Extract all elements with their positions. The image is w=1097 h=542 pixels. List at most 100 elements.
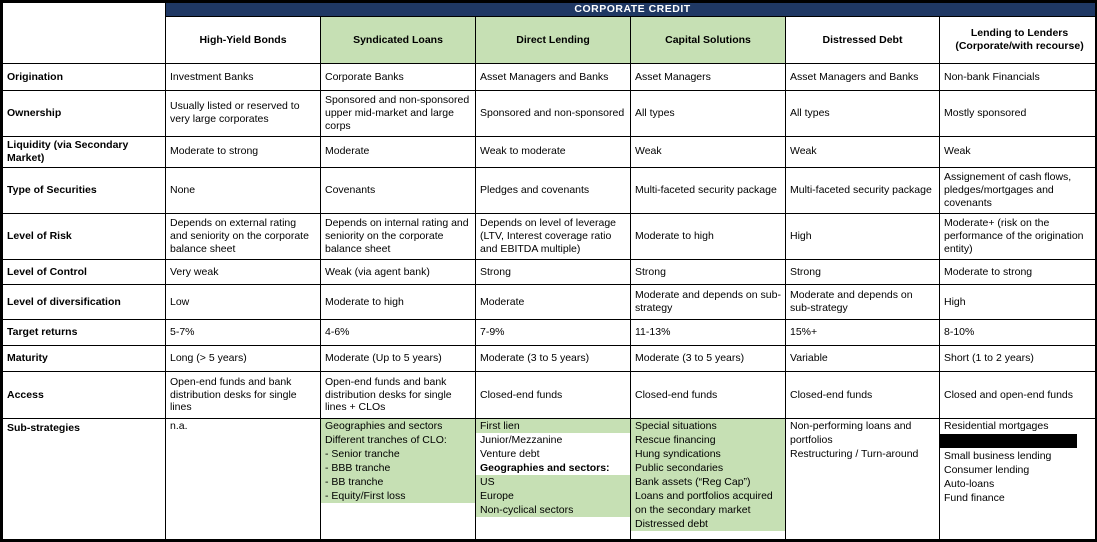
sub-strategy-item: Small business lending — [944, 450, 1052, 463]
row-label: Level of Control — [2, 259, 166, 286]
table-row-sub-strategies: Sub-strategies n.a. Geographies and sector… — [2, 418, 1095, 540]
table-cell: Moderate (Up to 5 years) — [320, 344, 476, 372]
table-row-type-of-securities: Type of Securities None Covenants Pledges a… — [2, 166, 1095, 214]
table-cell: Non-bank Financials — [938, 63, 1095, 91]
sub-strategy-item: Hung syndications — [631, 447, 785, 462]
table-cell: Moderate — [320, 135, 476, 168]
table-cell: Strong — [630, 259, 786, 286]
table-row-target-returns: Target returns 5-7% 4-6% 7-9% 11-13% 15%+ 8-10… — [2, 318, 1095, 346]
table-cell: 4-6% — [320, 318, 476, 346]
table-cell: Covenants — [320, 166, 476, 214]
table-row-access: Access Open-end funds and bank distributi… — [2, 370, 1095, 420]
table-cell: All types — [630, 89, 786, 137]
table-cell: High — [785, 212, 940, 261]
table-cell: Long (> 5 years) — [165, 344, 321, 372]
row-label: Target returns — [2, 318, 166, 346]
table-cell: Strong — [785, 259, 940, 286]
table-cell: Depends on level of leverage (LTV, Inter… — [475, 212, 631, 261]
table-cell: Weak — [785, 135, 940, 168]
column-header-row: High-Yield Bonds Syndicated Loans Direct L… — [3, 16, 1095, 65]
table-row-level-of-control: Level of Control Very weak Weak (via agent… — [2, 259, 1095, 286]
row-label: Ownership — [2, 89, 166, 137]
sub-strategies-cell: Special situations Rescue financing Hung s… — [630, 418, 786, 540]
table-row-ownership: Ownership Usually listed or reserved to v… — [2, 89, 1095, 137]
table-cell: 5-7% — [165, 318, 321, 346]
table-cell: Pledges and covenants — [475, 166, 631, 214]
sub-strategy-item: Consumer lending — [944, 464, 1030, 477]
table-cell: Short (1 to 2 years) — [938, 344, 1095, 372]
sub-strategies-cell: First lien Junior/Mezzanine Venture debt Ge… — [475, 418, 631, 540]
table-cell: Moderate to high — [630, 212, 786, 261]
row-label: Origination — [2, 63, 166, 91]
sub-strategies-cell: Geographies and sectors Different tranche… — [320, 418, 476, 540]
table-cell: Very weak — [165, 259, 321, 286]
sub-strategy-item: Junior/Mezzanine — [480, 434, 563, 447]
row-label: Liquidity (via Secondary Market) — [2, 135, 166, 168]
table-cell: Moderate and depends on sub-strategy — [785, 284, 940, 320]
table-cell: Moderate to high — [320, 284, 476, 320]
table-cell: 8-10% — [938, 318, 1095, 346]
table-cell: Corporate Banks — [320, 63, 476, 91]
sub-strategy-item: - Equity/First loss — [321, 489, 475, 504]
table-cell: Multi-faceted security package — [630, 166, 786, 214]
table-row-liquidity-via-secondary-market: Liquidity (via Secondary Market) Moderate… — [2, 135, 1095, 168]
title-row: CORPORATE CREDIT — [2, 2, 1095, 65]
table-cell: Investment Banks — [165, 63, 321, 91]
table-cell: Asset Managers and Banks — [785, 63, 940, 91]
row-label: Level of Risk — [2, 212, 166, 261]
sub-strategy-item: Public secondaries — [631, 461, 785, 476]
table-cell: Mostly sponsored — [938, 89, 1095, 137]
table-row-origination: Origination Investment Banks Corporate Ban… — [2, 63, 1095, 91]
sub-strategy-item: Bank assets (“Reg Cap”) — [631, 475, 785, 490]
sub-strategy-item: Different tranches of CLO: — [321, 433, 475, 448]
table-cell: Weak — [938, 135, 1095, 168]
sub-strategy-item: Fund finance — [944, 492, 1005, 505]
column-header-syndicated-loans: Syndicated Loans — [320, 16, 476, 65]
table-row-level-of-risk: Level of Risk Depends on external rating … — [2, 212, 1095, 261]
table-cell: 7-9% — [475, 318, 631, 346]
sub-strategy-item: - Senior tranche — [321, 447, 475, 462]
sub-strategy-item: Venture debt — [480, 448, 540, 461]
table-cell: Depends on internal rating and seniority… — [320, 212, 476, 261]
sub-strategy-item: US — [476, 475, 630, 490]
table-cell: Closed and open-end funds — [938, 370, 1095, 420]
sub-strategy-item: Special situations — [631, 419, 785, 434]
column-header-lending-to-lenders-corporate-with-recourse: Lending to Lenders (Corporate/with recou… — [938, 16, 1095, 65]
sub-strategies-cell: Residential mortgages Small business lend… — [938, 418, 1095, 540]
sub-strategies-cell: n.a. — [165, 418, 321, 540]
table-cell: Moderate (3 to 5 years) — [630, 344, 786, 372]
sub-strategy-item: First lien — [476, 419, 630, 434]
table-cell: Closed-end funds — [630, 370, 786, 420]
sub-strategy-item: Geographies and sectors: — [480, 462, 610, 475]
sub-strategy-item: Distressed debt — [631, 517, 785, 532]
sub-strategies-cell: Non-performing loans and portfolios Restr… — [785, 418, 940, 540]
table-cell: Strong — [475, 259, 631, 286]
table-cell: 15%+ — [785, 318, 940, 346]
sub-strategy-item: Europe — [476, 489, 630, 504]
table-cell: Open-end funds and bank distribution des… — [165, 370, 321, 420]
table-cell: Moderate to strong — [165, 135, 321, 168]
sub-strategy-item: Geographies and sectors — [321, 419, 475, 434]
sub-strategy-item: n.a. — [170, 420, 188, 433]
table-cell: Assignement of cash flows, pledges/mortg… — [938, 166, 1095, 214]
sub-strategy-item: Rescue financing — [631, 433, 785, 448]
row-label: Maturity — [2, 344, 166, 372]
column-header-distressed-debt: Distressed Debt — [785, 16, 940, 65]
table-cell: Open-end funds and bank distribution des… — [320, 370, 476, 420]
table-cell: Usually listed or reserved to very large… — [165, 89, 321, 137]
table-cell: Asset Managers — [630, 63, 786, 91]
sub-strategy-item: Auto-loans — [944, 478, 995, 491]
table-cell: None — [165, 166, 321, 214]
table-cell: Moderate and depends on sub-strategy — [630, 284, 786, 320]
table-cell: Multi-faceted security package — [785, 166, 940, 214]
table-row-maturity: Maturity Long (> 5 years) Moderate (Up to … — [2, 344, 1095, 372]
table-cell: Sponsored and non-sponsored upper mid-ma… — [320, 89, 476, 137]
table-cell: Moderate+ (risk on the performance of th… — [938, 212, 1095, 261]
row-label: Access — [2, 370, 166, 420]
sub-strategy-item: Restructuring / Turn-around — [790, 448, 919, 461]
table-cell: Variable — [785, 344, 940, 372]
sub-strategy-item: Non-cyclical sectors — [476, 503, 630, 518]
table-cell: Sponsored and non-sponsored — [475, 89, 631, 137]
column-header-capital-solutions: Capital Solutions — [630, 16, 786, 65]
table-cell: Weak to moderate — [475, 135, 631, 168]
